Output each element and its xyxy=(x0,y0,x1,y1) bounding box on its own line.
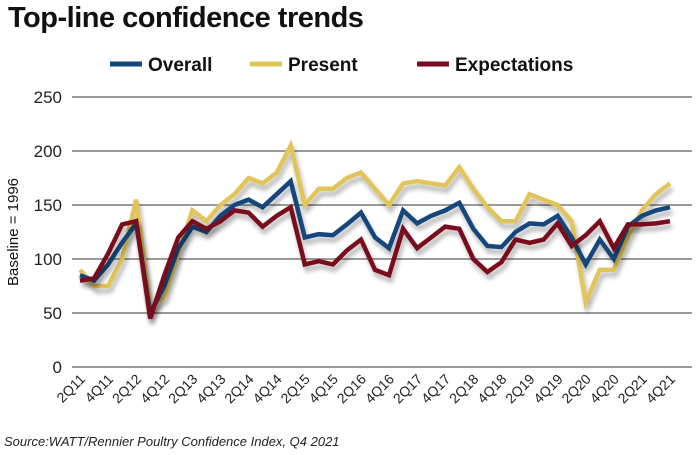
x-tick-label: 4Q21 xyxy=(643,371,679,407)
y-tick-label: 200 xyxy=(34,142,62,161)
x-tick-label: 4Q11 xyxy=(81,371,116,406)
x-tick-label: 4Q18 xyxy=(474,371,510,407)
series-line-expectations xyxy=(79,203,671,320)
chart-title: Top-line confidence trends xyxy=(8,2,364,34)
x-tick-label: 4Q19 xyxy=(530,371,566,407)
y-tick-label: 100 xyxy=(34,250,62,269)
y-tick-label: 250 xyxy=(34,88,62,107)
series-line-overall xyxy=(79,176,671,321)
legend-label-overall: Overall xyxy=(148,55,212,76)
x-tick-label: 4Q17 xyxy=(418,371,454,407)
source-note: Source:WATT/Rennier Poultry Confidence I… xyxy=(4,434,340,449)
x-tick-label: 4Q15 xyxy=(305,371,341,407)
x-tick-label: 2Q20 xyxy=(558,371,594,407)
x-tick-label: 2Q12 xyxy=(109,371,145,407)
x-tick-label: 4Q12 xyxy=(137,371,173,407)
x-tick-label: 4Q16 xyxy=(362,371,398,407)
y-tick-label: 0 xyxy=(53,358,62,377)
x-tick-label: 4Q20 xyxy=(586,371,622,407)
x-tick-label: 2Q13 xyxy=(165,371,201,407)
x-tick-label: 2Q14 xyxy=(221,371,257,407)
legend-label-present: Present xyxy=(288,55,358,76)
x-tick-label: 4Q14 xyxy=(249,371,285,407)
y-tick-label: 150 xyxy=(34,196,62,215)
y-tick-label: 50 xyxy=(43,304,62,323)
x-tick-label: 2Q16 xyxy=(334,371,370,407)
x-tick-label: 2Q15 xyxy=(277,371,313,407)
x-tick-label: 2Q17 xyxy=(390,371,426,407)
y-axis-label: Baseline = 1996 xyxy=(5,178,22,286)
series-line-present xyxy=(78,139,672,312)
x-tick-label: 2Q21 xyxy=(614,371,650,407)
x-tick-label: 2Q18 xyxy=(446,371,482,407)
legend-label-expectations: Expectations xyxy=(455,55,573,76)
x-tick-label: 4Q13 xyxy=(193,371,229,407)
x-tick-label: 2Q19 xyxy=(502,371,538,407)
